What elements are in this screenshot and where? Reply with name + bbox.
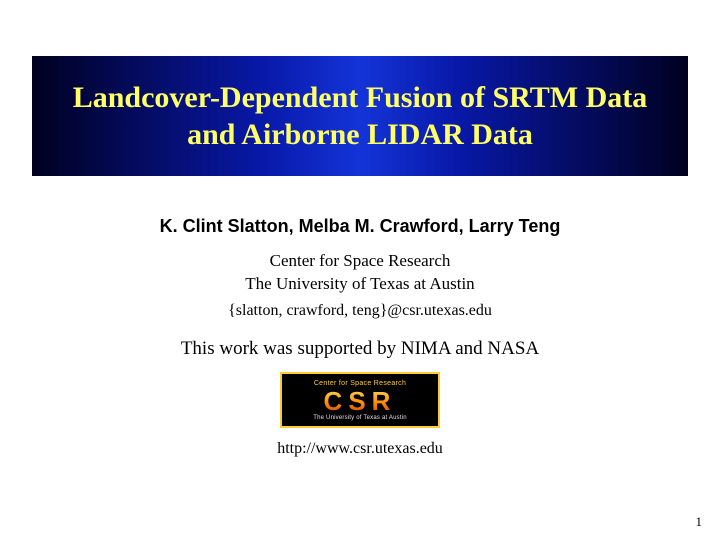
page-number: 1: [696, 514, 703, 530]
affiliation-block: Center for Space Research The University…: [0, 250, 720, 321]
csr-logo: Center for Space Research CSR The Univer…: [280, 372, 440, 428]
title-banner: Landcover-Dependent Fusion of SRTM Data …: [32, 56, 688, 176]
affiliation-line-2: The University of Texas at Austin: [0, 273, 720, 296]
logo-main-text: CSR: [324, 388, 397, 414]
support-line: This work was supported by NIMA and NASA: [0, 338, 720, 360]
logo-bottom-text: The University of Texas at Austin: [313, 415, 407, 421]
affiliation-line-1: Center for Space Research: [0, 250, 720, 273]
slide-title: Landcover-Dependent Fusion of SRTM Data …: [62, 79, 658, 154]
url-line: http://www.csr.utexas.edu: [0, 440, 720, 458]
email-line: {slatton, crawford, teng}@csr.utexas.edu: [0, 300, 720, 322]
authors-line: K. Clint Slatton, Melba M. Crawford, Lar…: [0, 216, 720, 237]
